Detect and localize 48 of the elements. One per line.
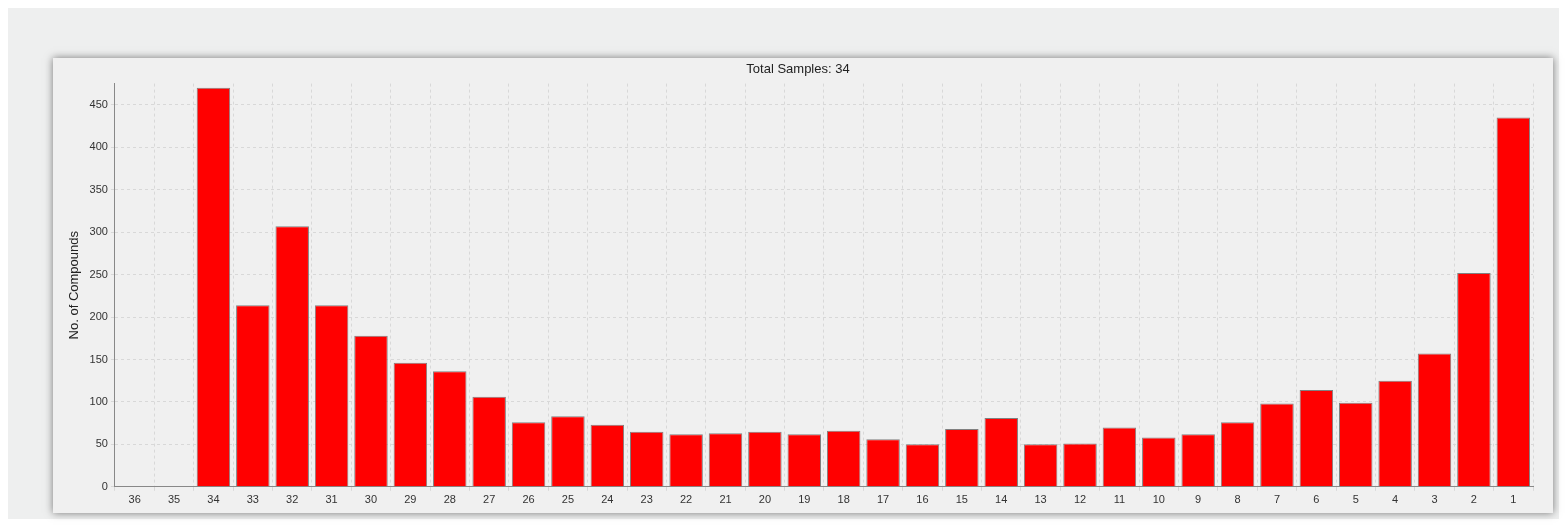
y-tick-label: 300 — [89, 225, 108, 238]
x-tick-label: 26 — [522, 493, 535, 506]
x-tick-label: 16 — [916, 493, 929, 506]
x-tick-label: 30 — [364, 493, 378, 506]
x-tick-label: 29 — [404, 493, 417, 506]
x-tick-label: 28 — [443, 493, 456, 506]
y-tick-label: 400 — [89, 140, 108, 153]
x-tick-label: 5 — [1352, 493, 1359, 506]
x-tick-label: 20 — [758, 493, 772, 506]
y-tick-label: 450 — [89, 97, 108, 110]
x-tick-label: 13 — [1034, 493, 1047, 506]
x-tick-label: 36 — [128, 493, 141, 506]
x-tick-label: 21 — [719, 493, 732, 506]
x-tick-label: 8 — [1234, 493, 1241, 506]
x-tick-label: 19 — [798, 493, 811, 506]
x-tick-label: 10 — [1152, 493, 1165, 506]
y-tick-label: 250 — [89, 267, 108, 280]
chart-title: Total Samples: 34 — [746, 61, 850, 77]
x-tick-label: 11 — [1113, 493, 1126, 506]
x-tick-label: 22 — [679, 493, 693, 506]
x-tick-label: 9 — [1195, 493, 1202, 506]
x-tick-label: 7 — [1273, 493, 1281, 506]
x-tick-label: 31 — [325, 493, 338, 506]
x-tick-label: 14 — [995, 493, 1008, 506]
x-tick-label: 18 — [837, 493, 850, 506]
x-tick-label: 27 — [483, 493, 496, 506]
y-tick-label: 350 — [89, 182, 108, 195]
y-tick-label: 150 — [89, 352, 108, 365]
x-tick-label: 12 — [1073, 493, 1087, 506]
x-tick-label: 3 — [1431, 493, 1438, 506]
x-tick-label: 2 — [1470, 493, 1477, 506]
y-tick-label: 0 — [101, 479, 108, 492]
y-axis-title: No. of Compounds — [66, 230, 82, 340]
x-tick-label: 15 — [955, 493, 968, 506]
x-tick-label: 33 — [246, 493, 259, 506]
x-tick-label: 25 — [561, 493, 575, 506]
x-tick-label: 34 — [207, 493, 220, 506]
y-tick-label: 50 — [95, 437, 108, 450]
x-tick-label: 1 — [1510, 493, 1517, 506]
x-tick-label: 24 — [601, 493, 614, 506]
x-tick-label: 35 — [167, 493, 181, 506]
y-tick-label: 200 — [89, 310, 108, 323]
x-tick-label: 17 — [876, 493, 890, 506]
y-tick-label: 100 — [89, 394, 108, 407]
x-tick-label: 32 — [286, 493, 299, 506]
x-tick-label: 6 — [1313, 493, 1320, 506]
x-tick-label: 4 — [1392, 493, 1399, 506]
x-tick-label: 23 — [640, 493, 653, 506]
